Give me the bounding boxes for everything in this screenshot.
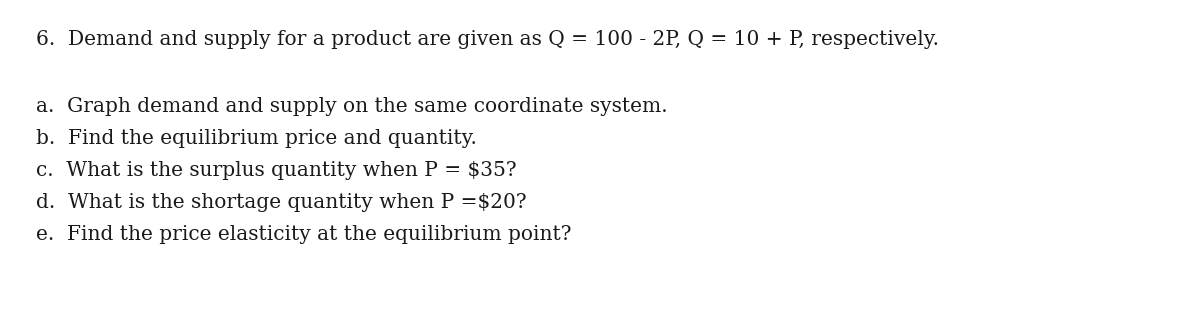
- Text: d.  What is the shortage quantity when P =$20?: d. What is the shortage quantity when P …: [36, 193, 527, 212]
- Text: a.  Graph demand and supply on the same coordinate system.: a. Graph demand and supply on the same c…: [36, 97, 667, 116]
- Text: b.  Find the equilibrium price and quantity.: b. Find the equilibrium price and quanti…: [36, 129, 476, 148]
- Text: e.  Find the price elasticity at the equilibrium point?: e. Find the price elasticity at the equi…: [36, 225, 571, 244]
- Text: 6.  Demand and supply for a product are given as Q = 100 - 2P, Q = 10 + P, respe: 6. Demand and supply for a product are g…: [36, 30, 940, 49]
- Text: c.  What is the surplus quantity when P = $35?: c. What is the surplus quantity when P =…: [36, 161, 517, 180]
